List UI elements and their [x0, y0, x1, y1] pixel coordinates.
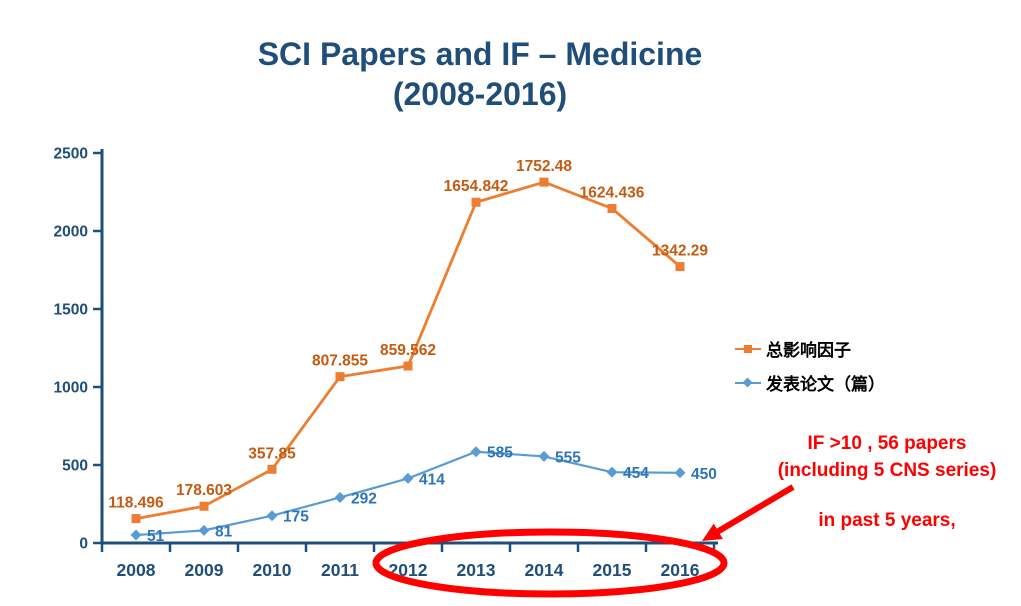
data-label: 807.855	[312, 353, 368, 370]
data-point-square-marker	[539, 177, 549, 187]
data-point-diamond-marker	[130, 529, 142, 541]
x-tick-label: 2010	[253, 560, 292, 580]
data-point-diamond-marker	[266, 510, 278, 522]
legend-label-total-impact-factor: 总影响因子	[766, 341, 851, 360]
data-label: 1342.29	[652, 243, 708, 260]
data-point-square-marker	[199, 501, 209, 511]
data-label: 1752.48	[516, 158, 572, 175]
highlight-ellipse	[372, 528, 728, 598]
data-label: 1624.436	[580, 184, 645, 201]
x-tick-label: 2011	[321, 560, 359, 580]
chart-title: SCI Papers and IF – Medicine (2008-2016)	[0, 34, 960, 114]
y-tick-label: 2000	[54, 224, 88, 241]
data-label: 555	[555, 449, 581, 466]
data-label: 454	[623, 465, 649, 482]
data-label: 118.496	[108, 495, 164, 512]
x-tick-label: 2016	[661, 560, 700, 580]
annotation-note: IF >10 , 56 papers (including 5 CNS seri…	[752, 430, 1021, 534]
data-label: 450	[691, 466, 717, 483]
data-label: 81	[215, 523, 233, 540]
annotation-note-line2: (including 5 CNS series)	[777, 460, 997, 481]
data-label: 414	[419, 471, 445, 488]
data-label: 51	[147, 528, 165, 545]
data-point-square-marker	[607, 203, 617, 213]
data-point-diamond-marker	[538, 450, 550, 462]
data-label: 175	[283, 509, 309, 526]
x-tick-label: 2009	[185, 560, 224, 580]
data-point-square-marker	[267, 464, 277, 474]
y-tick-label: 1500	[54, 302, 88, 319]
data-point-diamond-marker	[198, 524, 210, 536]
chart-title-line1: SCI Papers and IF – Medicine	[257, 36, 703, 72]
legend-square-marker-icon	[735, 342, 761, 355]
data-point-diamond-marker	[674, 467, 686, 479]
data-label: 357.85	[248, 445, 296, 462]
annotation-arrow-line	[715, 484, 795, 535]
y-tick-label: 500	[62, 458, 88, 475]
data-point-square-marker	[675, 262, 685, 272]
annotation-arrowhead-icon	[702, 523, 723, 541]
x-tick-label: 2008	[117, 560, 156, 580]
data-point-diamond-marker	[606, 466, 618, 478]
x-tick-label: 2014	[525, 560, 564, 580]
data-point-diamond-marker	[402, 472, 414, 484]
y-tick-label: 1000	[54, 380, 88, 397]
chart-title-line2: (2008-2016)	[392, 76, 568, 112]
chart-legend: 总影响因子 发表论文（篇）	[735, 336, 885, 395]
x-tick-label: 2013	[457, 560, 496, 580]
data-point-diamond-marker	[470, 446, 482, 458]
data-point-square-marker	[131, 514, 141, 524]
legend-item-total-impact-factor: 总影响因子	[735, 336, 885, 361]
y-tick-label: 0	[79, 536, 88, 553]
data-label: 1654.842	[444, 178, 509, 195]
y-tick-label: 2500	[54, 146, 88, 163]
data-label: 292	[351, 490, 377, 507]
data-point-diamond-marker	[334, 491, 346, 503]
data-point-square-marker	[471, 197, 481, 207]
annotation-note-line1: IF >10 , 56 papers	[807, 433, 967, 454]
data-label: 859.562	[380, 342, 436, 359]
annotation-note-line3: in past 5 years,	[818, 510, 956, 531]
data-point-square-marker	[403, 361, 413, 371]
legend-diamond-marker-icon	[735, 376, 761, 389]
legend-item-published-papers: 发表论文（篇）	[735, 370, 885, 395]
legend-label-published-papers: 发表论文（篇）	[766, 375, 885, 394]
data-point-square-marker	[335, 372, 345, 382]
x-tick-label: 2015	[593, 560, 632, 580]
data-label: 178.603	[176, 482, 232, 499]
data-label: 585	[487, 445, 513, 462]
